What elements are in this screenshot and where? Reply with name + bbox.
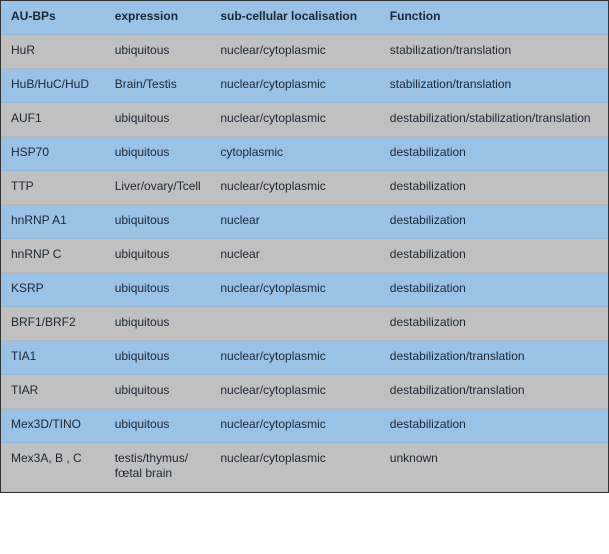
cell-localisation: nuclear/cytoplasmic xyxy=(210,103,379,136)
cell-localisation: nuclear xyxy=(210,205,379,238)
table-row: hnRNP A1 ubiquitous nuclear destabilizat… xyxy=(1,205,608,239)
cell-localisation: nuclear/cytoplasmic xyxy=(210,69,379,102)
table-row: AUF1 ubiquitous nuclear/cytoplasmic dest… xyxy=(1,103,608,137)
cell-aubp: AUF1 xyxy=(1,103,105,136)
cell-aubp: TIA1 xyxy=(1,341,105,374)
table-row: HuB/HuC/HuD Brain/Testis nuclear/cytopla… xyxy=(1,69,608,103)
cell-expression: ubiquitous xyxy=(105,103,211,136)
cell-aubp: hnRNP A1 xyxy=(1,205,105,238)
table-row: HuR ubiquitous nuclear/cytoplasmic stabi… xyxy=(1,35,608,69)
cell-localisation: nuclear/cytoplasmic xyxy=(210,35,379,68)
cell-localisation: nuclear/cytoplasmic xyxy=(210,375,379,408)
table-row: TTP Liver/ovary/Tcell nuclear/cytoplasmi… xyxy=(1,171,608,205)
cell-function: destabilization/translation xyxy=(380,375,608,408)
cell-aubp: Mex3D/TINO xyxy=(1,409,105,442)
cell-localisation: nuclear/cytoplasmic xyxy=(210,409,379,442)
cell-function: destabilization xyxy=(380,409,608,442)
table-row: BRF1/BRF2 ubiquitous destabilization xyxy=(1,307,608,341)
cell-function: destabilization xyxy=(380,307,608,340)
cell-function: destabilization xyxy=(380,239,608,272)
cell-localisation: nuclear/cytoplasmic xyxy=(210,273,379,306)
cell-localisation: nuclear/cytoplasmic xyxy=(210,171,379,204)
cell-aubp: HuB/HuC/HuD xyxy=(1,69,105,102)
cell-expression: Liver/ovary/Tcell xyxy=(105,171,211,204)
cell-expression: testis/thymus/ fœtal brain xyxy=(105,443,211,491)
cell-expression: ubiquitous xyxy=(105,307,211,340)
table-row: HSP70 ubiquitous cytoplasmic destabiliza… xyxy=(1,137,608,171)
table-row: Mex3A, B , C testis/thymus/ fœtal brain … xyxy=(1,443,608,492)
cell-aubp: hnRNP C xyxy=(1,239,105,272)
cell-localisation xyxy=(210,307,379,340)
cell-function: destabilization xyxy=(380,137,608,170)
aubp-table: AU-BPs expression sub-cellular localisat… xyxy=(0,0,609,493)
cell-expression: ubiquitous xyxy=(105,273,211,306)
cell-function: destabilization xyxy=(380,205,608,238)
cell-localisation: cytoplasmic xyxy=(210,137,379,170)
cell-aubp: BRF1/BRF2 xyxy=(1,307,105,340)
cell-expression: ubiquitous xyxy=(105,375,211,408)
cell-localisation: nuclear/cytoplasmic xyxy=(210,341,379,374)
cell-aubp: HuR xyxy=(1,35,105,68)
cell-expression: ubiquitous xyxy=(105,137,211,170)
cell-function: destabilization/stabilization/translatio… xyxy=(380,103,608,136)
table-row: TIAR ubiquitous nuclear/cytoplasmic dest… xyxy=(1,375,608,409)
cell-aubp: KSRP xyxy=(1,273,105,306)
table-row: TIA1 ubiquitous nuclear/cytoplasmic dest… xyxy=(1,341,608,375)
table-row: hnRNP C ubiquitous nuclear destabilizati… xyxy=(1,239,608,273)
cell-function: destabilization xyxy=(380,273,608,306)
cell-localisation: nuclear xyxy=(210,239,379,272)
col-header-expression: expression xyxy=(105,1,211,34)
cell-aubp: HSP70 xyxy=(1,137,105,170)
cell-aubp: TTP xyxy=(1,171,105,204)
table-row: KSRP ubiquitous nuclear/cytoplasmic dest… xyxy=(1,273,608,307)
table-row: Mex3D/TINO ubiquitous nuclear/cytoplasmi… xyxy=(1,409,608,443)
col-header-localisation: sub-cellular localisation xyxy=(210,1,379,34)
cell-expression: ubiquitous xyxy=(105,341,211,374)
cell-expression: Brain/Testis xyxy=(105,69,211,102)
cell-function: unknown xyxy=(380,443,608,491)
cell-function: stabilization/translation xyxy=(380,35,608,68)
cell-expression: ubiquitous xyxy=(105,35,211,68)
cell-function: destabilization/translation xyxy=(380,341,608,374)
cell-expression: ubiquitous xyxy=(105,205,211,238)
col-header-function: Function xyxy=(380,1,608,34)
cell-aubp: Mex3A, B , C xyxy=(1,443,105,491)
col-header-aubp: AU-BPs xyxy=(1,1,105,34)
cell-expression: ubiquitous xyxy=(105,409,211,442)
cell-aubp: TIAR xyxy=(1,375,105,408)
cell-localisation: nuclear/cytoplasmic xyxy=(210,443,379,491)
cell-function: stabilization/translation xyxy=(380,69,608,102)
cell-function: destabilization xyxy=(380,171,608,204)
table-header-row: AU-BPs expression sub-cellular localisat… xyxy=(1,1,608,35)
cell-expression: ubiquitous xyxy=(105,239,211,272)
